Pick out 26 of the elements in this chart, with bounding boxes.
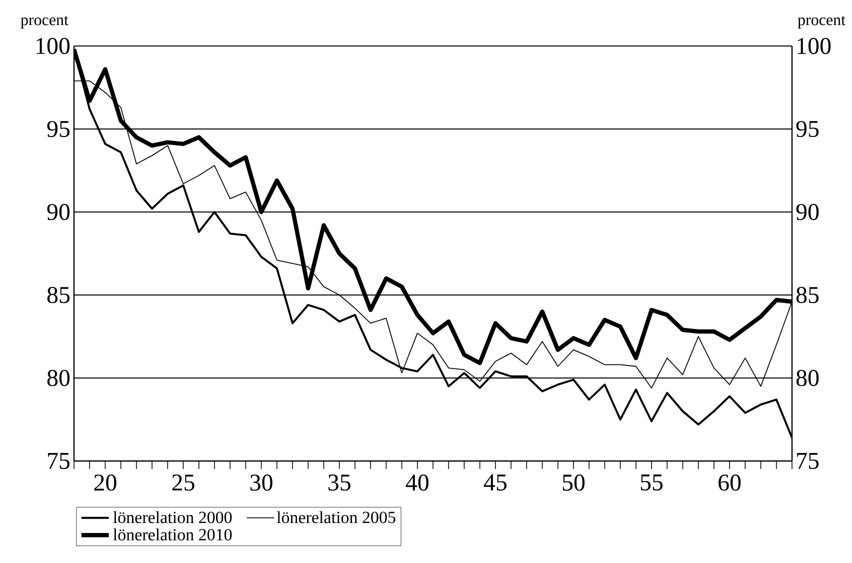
legend-label: lönerelation 2000 xyxy=(113,511,232,524)
y-tick-label: 75 xyxy=(48,453,70,469)
legend-label: lönerelation 2005 xyxy=(276,511,396,524)
y2-tick-label: 100 xyxy=(798,38,831,54)
y2-tick-label: 80 xyxy=(796,370,819,386)
x-tick-label: 50 xyxy=(562,474,585,491)
y2-tick-label: 75 xyxy=(797,453,819,469)
y-tick-label: 95 xyxy=(47,120,70,138)
x-tick-label: 30 xyxy=(250,474,272,491)
y2-axis-title: procent xyxy=(798,16,846,28)
y2-tick-label: 90 xyxy=(796,204,819,220)
y-tick-label: 90 xyxy=(47,204,70,220)
x-tick-label: 40 xyxy=(406,474,428,491)
y-tick-label: 100 xyxy=(36,38,70,54)
x-tick-label: 60 xyxy=(718,474,741,491)
x-tick-label: 45 xyxy=(484,474,506,491)
y-axis-title: procent xyxy=(20,16,68,28)
x-tick-label: 55 xyxy=(640,474,663,490)
legend-label: lönerelation 2010 xyxy=(113,528,232,540)
y2-tick-label: 85 xyxy=(796,286,819,304)
y-tick-label: 80 xyxy=(47,370,70,386)
x-tick-label: 25 xyxy=(172,474,194,491)
x-tick-label: 20 xyxy=(94,474,116,491)
y-tick-label: 85 xyxy=(47,286,70,304)
x-tick-label: 35 xyxy=(328,474,350,491)
y2-tick-label: 95 xyxy=(796,120,819,138)
